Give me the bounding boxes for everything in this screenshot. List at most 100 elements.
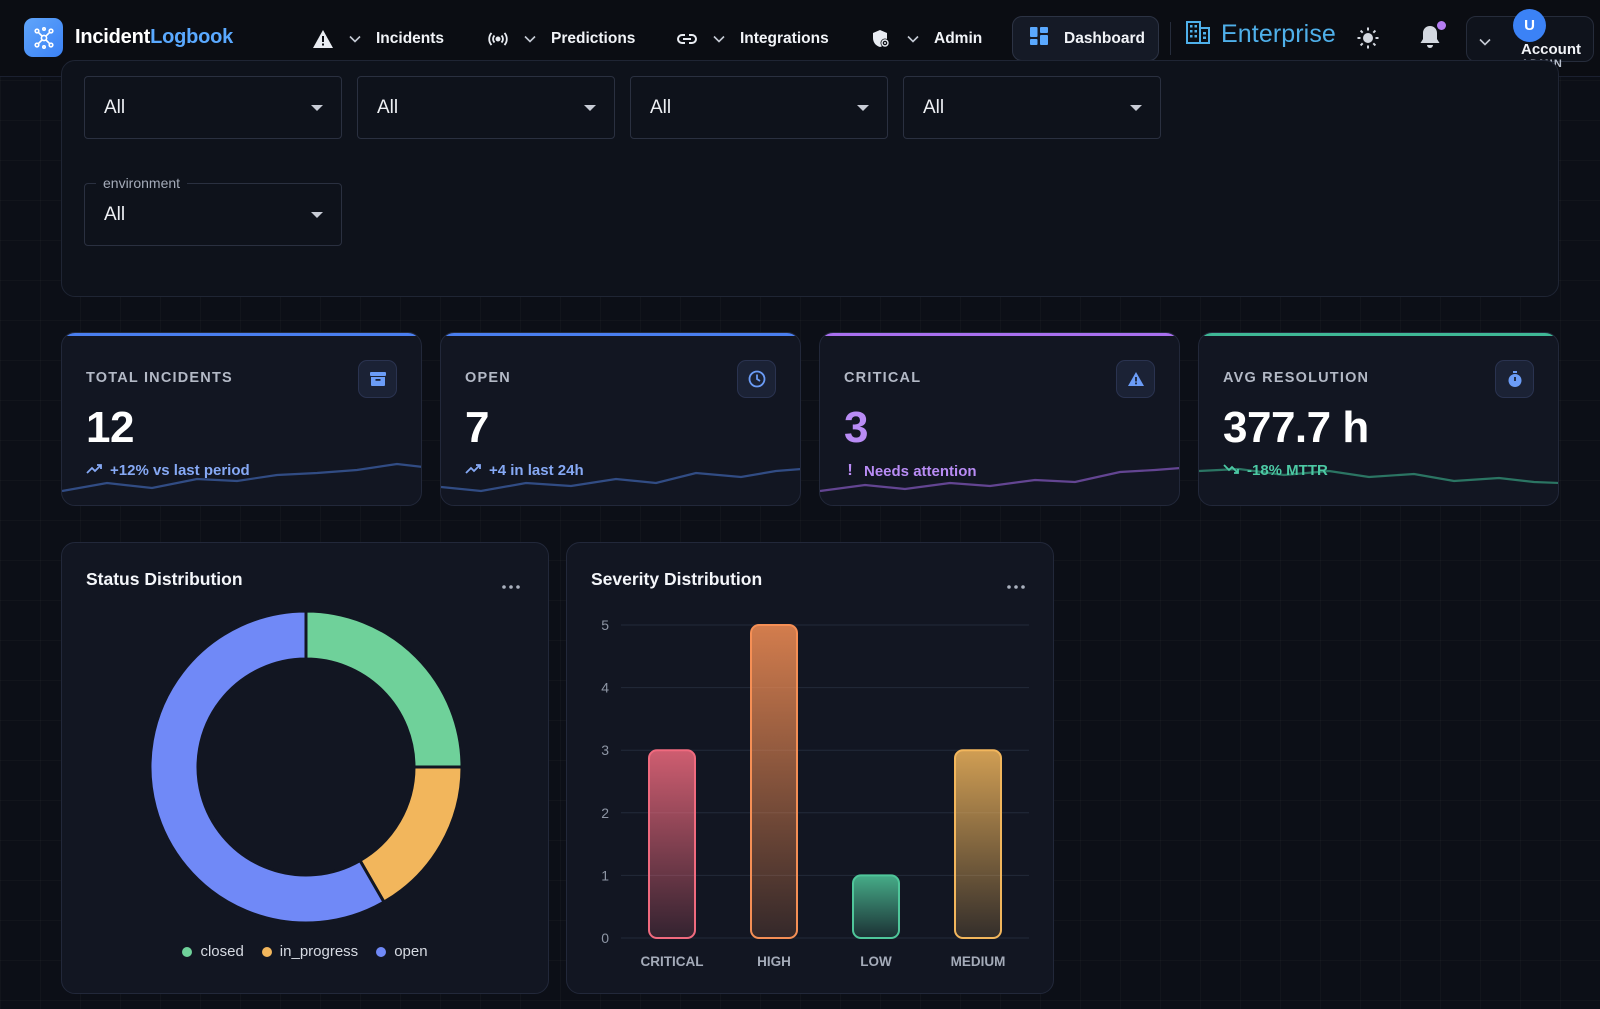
severity-distribution-card: Severity Distribution 0 1 2 3 4 5 CRITICAL HIGH…	[566, 542, 1054, 994]
stat-trend: ! Needs attention	[844, 462, 977, 480]
filter-select-3[interactable]: All	[630, 76, 888, 139]
stat-label: CRITICAL	[844, 370, 922, 386]
y-tick-label: 3	[601, 742, 609, 758]
stat-card-total-incidents[interactable]: TOTAL INCIDENTS 12 +12% vs last period	[61, 332, 422, 506]
environment-label: environment	[96, 175, 188, 191]
nav-label: Integrations	[740, 29, 829, 47]
legend-item-in_progress[interactable]: in_progress	[261, 943, 359, 960]
donut-slice-in_progress[interactable]	[357, 765, 464, 905]
y-tick-label: 0	[601, 930, 609, 946]
brand-name: IncidentLogbook	[75, 26, 234, 48]
warning-triangle-icon	[312, 28, 334, 50]
stat-trend-text: +4 in last 24h	[489, 462, 584, 479]
accent-bar	[820, 333, 1179, 336]
bar-high[interactable]	[750, 624, 798, 939]
environment-select[interactable]: environment All	[84, 175, 342, 246]
filter-select-2[interactable]: All	[357, 76, 615, 139]
caret-down-icon	[1130, 105, 1142, 111]
clock-icon	[737, 360, 776, 398]
nav-divider	[1170, 22, 1171, 55]
dashboard-button[interactable]: Dashboard	[1012, 16, 1159, 61]
chevron-down-icon	[1479, 33, 1491, 51]
status-donut-chart	[148, 609, 464, 925]
legend-label: open	[394, 943, 428, 960]
x-tick-label: LOW	[860, 954, 892, 969]
dashboard-grid-icon	[1030, 27, 1048, 50]
more-options-icon[interactable]	[1007, 576, 1025, 594]
stat-trend: -18% MTTR	[1223, 462, 1328, 479]
severity-bar-chart: 0 1 2 3 4 5 CRITICAL HIGH LOW MEDIUM	[601, 617, 1029, 969]
legend-dot	[261, 946, 272, 957]
theme-toggle-sun-icon[interactable]	[1356, 26, 1380, 55]
stat-trend-text: Needs attention	[864, 462, 977, 480]
caret-down-icon	[311, 105, 323, 111]
card-title: Severity Distribution	[591, 569, 763, 589]
trending-up-icon	[86, 462, 102, 479]
bar-medium[interactable]	[954, 749, 1002, 939]
legend-dot	[182, 946, 193, 957]
card-title: Status Distribution	[86, 569, 243, 589]
trending-up-icon	[465, 462, 481, 479]
x-tick-label: HIGH	[757, 954, 791, 969]
nav-label: Admin	[934, 29, 983, 47]
brand[interactable]: IncidentLogbook	[24, 18, 233, 57]
nav-item-admin[interactable]: Admin	[870, 0, 982, 77]
legend-label: in_progress	[279, 943, 359, 960]
filter-value: All	[104, 204, 126, 225]
bar-critical[interactable]	[648, 749, 696, 939]
accent-bar	[441, 333, 800, 336]
filter-panel: All All All All environment All	[61, 60, 1559, 297]
legend-item-closed[interactable]: closed	[182, 943, 244, 960]
stat-trend-text: +12% vs last period	[110, 462, 250, 479]
status-legend: closed in_progress open	[62, 943, 548, 960]
filter-value: All	[104, 97, 126, 118]
stat-value: 377.7 h	[1223, 403, 1369, 452]
filter-select-1[interactable]: All	[84, 76, 342, 139]
caret-down-icon	[584, 105, 596, 111]
chevron-down-icon[interactable]	[906, 32, 920, 46]
link-icon	[676, 28, 698, 50]
nav-item-integrations[interactable]: Integrations	[676, 0, 829, 77]
chevron-down-icon[interactable]	[712, 32, 726, 46]
stat-card-avg-resolution[interactable]: AVG RESOLUTION 377.7 h -18% MTTR	[1198, 332, 1559, 506]
stat-label: AVG RESOLUTION	[1223, 370, 1370, 386]
bar-low[interactable]	[852, 874, 900, 939]
avatar: U	[1513, 9, 1546, 42]
more-options-icon[interactable]	[502, 576, 520, 594]
chevron-down-icon[interactable]	[523, 32, 537, 46]
nav-label: Predictions	[551, 29, 636, 47]
x-tick-label: CRITICAL	[641, 954, 704, 969]
stat-trend: +4 in last 24h	[465, 462, 584, 479]
legend-dot	[376, 946, 387, 957]
stopwatch-icon	[1495, 360, 1534, 398]
exclamation-icon: !	[847, 462, 853, 479]
stat-card-critical[interactable]: CRITICAL 3 ! Needs attention	[819, 332, 1180, 506]
stat-value: 7	[465, 403, 489, 452]
broadcast-icon	[487, 28, 509, 50]
sparkline	[62, 462, 421, 493]
enterprise-label: Enterprise	[1221, 20, 1336, 48]
stat-trend-text: -18% MTTR	[1247, 462, 1328, 479]
donut-slice-open[interactable]	[148, 609, 387, 925]
caret-down-icon	[311, 212, 323, 218]
chevron-down-icon[interactable]	[348, 32, 362, 46]
notification-dot	[1437, 21, 1446, 30]
enterprise-badge[interactable]: Enterprise	[1185, 20, 1336, 49]
logo-network-icon	[24, 18, 63, 57]
nav-item-incidents[interactable]: Incidents	[312, 0, 444, 77]
account-menu[interactable]: U Account ADMIN	[1466, 9, 1594, 70]
status-distribution-card: Status Distribution closed in_progress ope…	[61, 542, 549, 994]
legend-label: closed	[200, 943, 244, 960]
alert-triangle-icon	[1116, 360, 1155, 398]
stat-trend: +12% vs last period	[86, 462, 250, 479]
nav-item-predictions[interactable]: Predictions	[487, 0, 635, 77]
filter-value: All	[377, 97, 399, 118]
sparkline	[441, 468, 800, 493]
stat-label: OPEN	[465, 370, 511, 386]
stat-card-open[interactable]: OPEN 7 +4 in last 24h	[440, 332, 801, 506]
legend-item-open[interactable]: open	[376, 943, 428, 960]
donut-slice-closed[interactable]	[304, 609, 464, 769]
notifications-bell-icon[interactable]	[1419, 24, 1441, 55]
filter-select-4[interactable]: All	[903, 76, 1161, 139]
y-tick-label: 2	[601, 805, 609, 821]
